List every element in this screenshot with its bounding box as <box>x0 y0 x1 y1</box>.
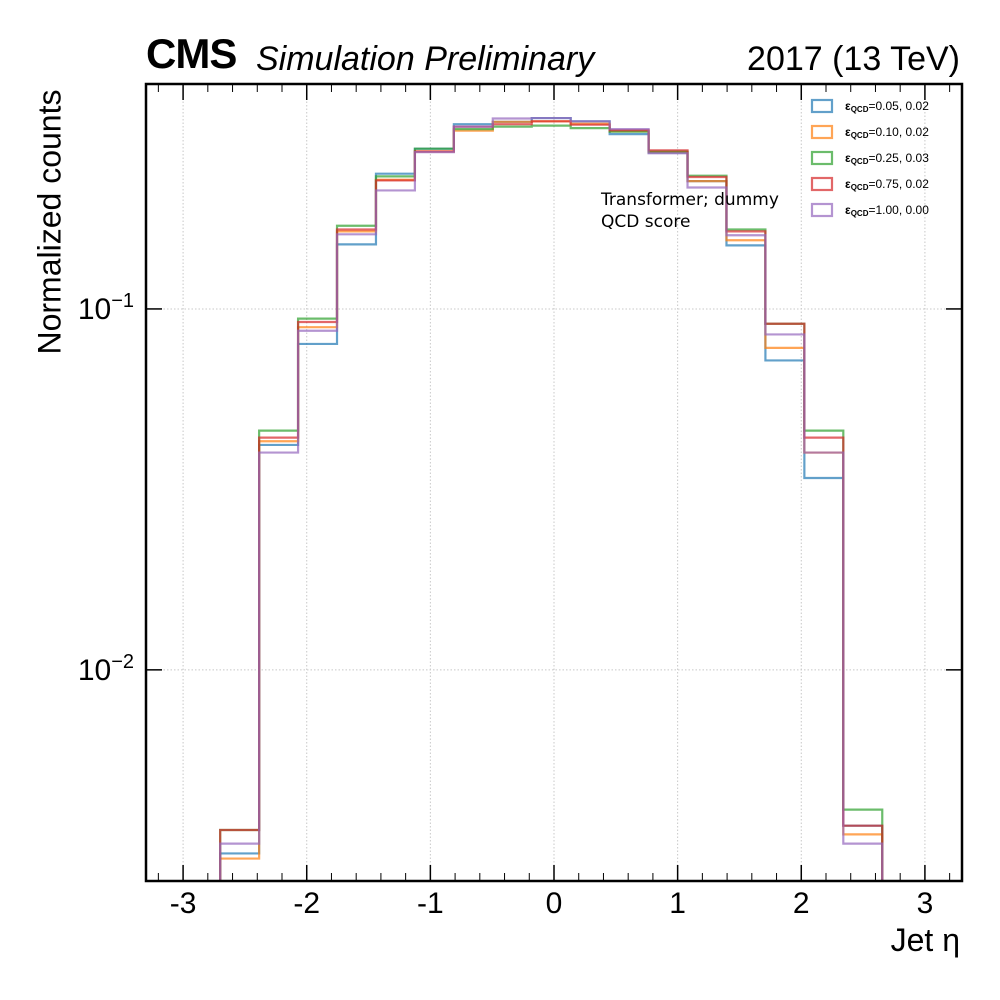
legend: εQCD=0.05, 0.02 εQCD=0.10, 0.02 εQCD=0.25,… <box>810 98 929 218</box>
histogram-series-2 <box>219 120 884 881</box>
x-tick-label: 1 <box>669 887 686 920</box>
x-tick-label: 0 <box>546 887 563 920</box>
legend-swatch <box>810 202 834 218</box>
histogram-series-5 <box>219 116 884 881</box>
ticks <box>146 84 962 881</box>
legend-swatch <box>810 176 834 192</box>
x-tick-label: 3 <box>917 887 934 920</box>
histogram-series-1 <box>219 116 884 881</box>
x-tick-label: 2 <box>793 887 810 920</box>
legend-entry: εQCD=0.10, 0.02 <box>845 125 929 140</box>
lumi-label: 2017 (13 TeV) <box>747 40 960 78</box>
legend-entry: εQCD=0.25, 0.03 <box>845 151 929 166</box>
histogram-series-group <box>219 116 884 881</box>
x-tick-label: -3 <box>170 887 197 920</box>
histogram-series-4 <box>219 120 884 881</box>
legend-swatch <box>810 98 834 114</box>
legend-entry: εQCD=1.00, 0.00 <box>845 203 929 218</box>
grid <box>146 84 962 881</box>
chart-annotation: Transformer; dummy QCD score <box>600 190 779 232</box>
x-tick-label: -2 <box>293 887 320 920</box>
simulation-status-label: Simulation Preliminary <box>256 40 595 78</box>
x-axis-label: Jet η <box>890 922 960 958</box>
y-tick-label: 10−2 <box>78 651 134 687</box>
legend-entry: εQCD=0.05, 0.02 <box>845 99 929 114</box>
y-tick-label: 10−1 <box>78 290 134 326</box>
legend-swatch <box>810 124 834 140</box>
histogram-series-3 <box>219 124 884 881</box>
legend-swatch <box>810 150 834 166</box>
legend-entry: εQCD=0.75, 0.02 <box>845 177 929 192</box>
cms-label: CMS <box>146 30 237 77</box>
x-tick-label: -1 <box>417 887 444 920</box>
